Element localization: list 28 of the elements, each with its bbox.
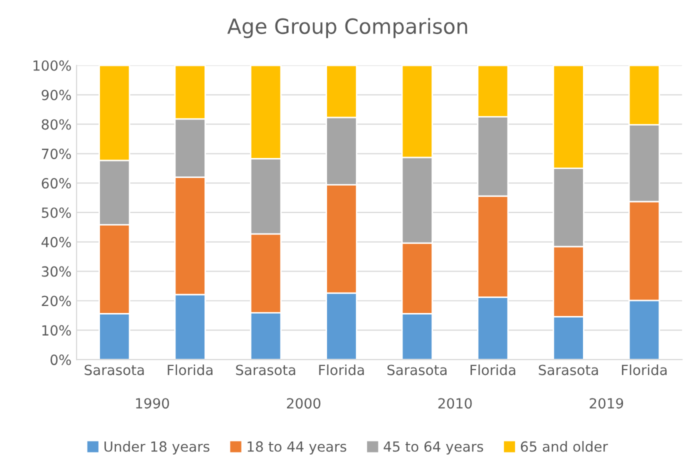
y-tick-label: 50% — [42, 207, 71, 218]
x-tick-label: Sarasota — [236, 364, 296, 376]
y-tick-label: 40% — [42, 236, 71, 248]
y-tick-label: 10% — [42, 325, 71, 336]
y-tick-label: 30% — [42, 266, 71, 277]
y-tick-label: 60% — [42, 178, 71, 189]
x-tick-label: Florida — [470, 364, 516, 376]
text: 2000 — [286, 398, 320, 409]
y-tick-label: 20% — [42, 296, 71, 306]
y-tick-label: 70% — [42, 148, 71, 160]
x-tick-label: Sarasota — [84, 364, 144, 376]
y-tick-label: 80% — [42, 119, 71, 130]
x-tick-label: Sarasota — [387, 364, 447, 376]
x-tick-label: Florida — [622, 364, 667, 376]
legend-label: Under 18 years — [104, 441, 210, 454]
chart-title: Age Group Comparison — [227, 18, 468, 38]
text: 1990 — [136, 398, 169, 409]
x-tick-label: Florida — [168, 364, 212, 376]
text: 2010 — [438, 398, 472, 409]
text: 2019 — [590, 398, 624, 409]
legend-label: 18 to 44 years — [248, 441, 346, 454]
x-tick-label: Florida — [319, 364, 364, 376]
x-tick-label: Sarasota — [538, 364, 598, 376]
y-tick-label: 90% — [42, 90, 71, 100]
y-tick-label: 0% — [50, 354, 71, 366]
y-tick-label: 100% — [34, 60, 71, 71]
legend-label: 45 to 64 years — [384, 441, 484, 454]
legend-label: 65 and older — [520, 441, 608, 452]
